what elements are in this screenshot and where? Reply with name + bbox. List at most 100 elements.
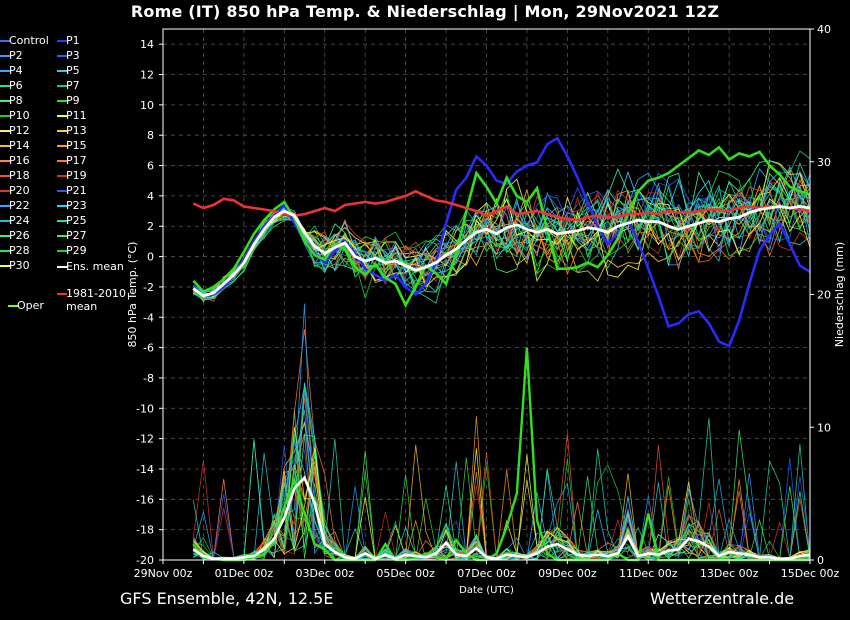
legend-label: P2 (9, 49, 23, 62)
legend-label: P20 (9, 184, 30, 197)
legend-label: P29 (66, 244, 87, 257)
legend-swatch (57, 250, 67, 252)
legend-label: P16 (9, 154, 30, 167)
y-tick-label: -8 (143, 372, 154, 385)
legend-swatch (57, 235, 67, 237)
ensemble-members-layer (192, 150, 811, 304)
y-tick-label: -4 (143, 311, 154, 324)
y-axis-label: 850 hPa Temp. (°C) (126, 242, 139, 348)
legend-swatch (57, 220, 67, 222)
ensemble-member-precip-line (192, 397, 811, 561)
ensemble-member-precip-line (192, 386, 811, 561)
legend-swatch (0, 85, 10, 87)
legend-label: P27 (66, 229, 87, 242)
legend-swatch (57, 85, 67, 87)
legend-swatch (0, 55, 10, 57)
y-tick-label: 6 (147, 160, 154, 173)
y-tick-label: 12 (140, 69, 154, 82)
ensemble-member-temp-line (193, 161, 811, 304)
legend-swatch (57, 115, 67, 117)
legend-swatch (57, 130, 67, 132)
legend-label: P30 (9, 259, 30, 272)
x-tick-label: 09Dec 00z (538, 567, 597, 580)
y-tick-label: -16 (136, 493, 154, 506)
y2-tick-label: 10 (817, 421, 831, 434)
ensemble-member-precip-line (192, 466, 811, 561)
legend-label: P7 (66, 79, 80, 92)
legend-swatch (0, 175, 10, 177)
ensemble-member-precip-line (193, 444, 811, 561)
legend-label: P19 (66, 169, 87, 182)
legend-swatch (57, 266, 67, 268)
legend-swatch (57, 175, 67, 177)
x-tick-label: 11Dec 00z (619, 567, 678, 580)
legend-swatch (57, 160, 67, 162)
legend-swatch (0, 160, 10, 162)
legend-label: 1981-2010 mean (66, 287, 126, 313)
x-tick-label: 05Dec 00z (376, 567, 435, 580)
legend-label: Ens. mean (66, 260, 124, 273)
y-tick-label: 10 (140, 99, 154, 112)
legend-label: P28 (9, 244, 30, 257)
y-tick-label: 0 (147, 251, 154, 264)
x-tick-label: 07Dec 00z (457, 567, 516, 580)
x-tick-label: 01Dec 00z (215, 567, 274, 580)
x-tick-label: 15Dec 00z (781, 567, 840, 580)
y-tick-label: -2 (143, 281, 154, 294)
axes-layer: -20-18-16-14-12-10-8-6-4-202468101214010… (126, 23, 846, 596)
y-tick-label: -10 (136, 402, 154, 415)
grid (162, 29, 811, 561)
y2-tick-label: 30 (817, 156, 831, 169)
precipitation-layer (192, 303, 811, 562)
y2-axis-label: Niederschlag (mm) (833, 242, 846, 347)
legend-label: P17 (66, 154, 87, 167)
x-tick-label: 03Dec 00z (295, 567, 354, 580)
legend-label: Control (9, 34, 49, 47)
source-credit: Wetterzentrale.de (650, 589, 795, 608)
legend-label: P13 (66, 124, 87, 137)
legend-label: P9 (66, 94, 80, 107)
ens-mean-precip-line (192, 475, 811, 561)
legend-label: P6 (9, 79, 23, 92)
legend-swatch (0, 190, 10, 192)
x-tick-label: 13Dec 00z (700, 567, 759, 580)
legend-swatch (57, 70, 67, 72)
legend-label: P26 (9, 229, 30, 242)
legend-swatch (57, 55, 67, 57)
legend-label: P24 (9, 214, 30, 227)
legend-swatch (0, 145, 10, 147)
climate-mean-line (192, 189, 811, 222)
legend-swatch (57, 205, 67, 207)
legend-label: P15 (66, 139, 87, 152)
y-tick-label: -18 (136, 524, 154, 537)
y-tick-label: 14 (140, 38, 154, 51)
legend-swatch (57, 100, 67, 102)
ens-mean-temp-line (192, 205, 811, 298)
y-tick-label: 8 (147, 129, 154, 142)
legend-swatch (0, 40, 10, 42)
ensemble-member-precip-line (193, 447, 811, 561)
legend-label: P22 (9, 199, 30, 212)
legend-label: P10 (9, 109, 30, 122)
legend-swatch (57, 190, 67, 192)
y2-tick-label: 0 (817, 554, 824, 567)
x-tick-label: 29Nov 00z (134, 567, 193, 580)
legend-label: P18 (9, 169, 30, 182)
legend-swatch (57, 293, 67, 295)
legend-swatch (0, 220, 10, 222)
y-tick-label: 2 (147, 220, 154, 233)
oper-temp-line (192, 145, 811, 308)
legend-swatch (0, 70, 10, 72)
legend-label: Oper (17, 299, 44, 312)
y2-tick-label: 20 (817, 289, 831, 302)
y-tick-label: 4 (147, 190, 154, 203)
legend-swatch (0, 265, 10, 267)
legend-label: P1 (66, 34, 80, 47)
legend-swatch (0, 130, 10, 132)
legend-label: P3 (66, 49, 80, 62)
legend-label: P8 (9, 94, 23, 107)
y-tick-label: -14 (136, 463, 154, 476)
legend-swatch (57, 40, 67, 42)
model-info: GFS Ensemble, 42N, 12.5E (120, 589, 334, 608)
